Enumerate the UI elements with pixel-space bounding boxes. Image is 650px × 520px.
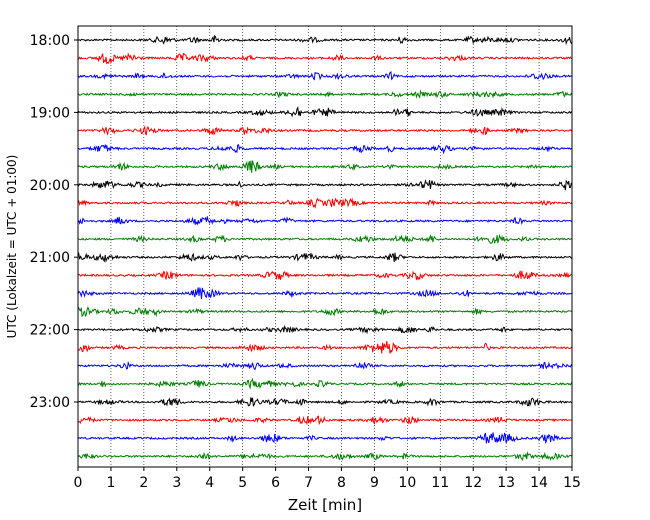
y-tick-label: 23:00 [30, 395, 70, 411]
x-tick-label: 11 [431, 475, 449, 491]
y-axis-ticks: 18:00 19:00 20:00 21:00 22:00 23:00 [30, 33, 78, 411]
trace-line [77, 377, 573, 390]
x-tick-label: 0 [74, 475, 83, 491]
trace-line [77, 269, 573, 281]
x-axis-label: Zeit [min] [288, 496, 362, 514]
trace-line [77, 178, 573, 191]
trace-line [77, 324, 573, 335]
x-axis-ticks: 0 1 2 3 4 5 6 7 8 9 10 11 12 13 14 15 [74, 467, 581, 491]
y-axis-label: UTC (Lokalzeit = UTC + 01:00) [5, 155, 19, 339]
trace-line [77, 233, 573, 244]
trace-line [77, 197, 573, 209]
trace-line [77, 216, 573, 226]
trace-line [77, 415, 573, 426]
x-tick-label: 15 [563, 475, 581, 491]
x-tick-label: 13 [497, 475, 515, 491]
x-tick-label: 4 [205, 475, 214, 491]
trace-line [77, 451, 573, 462]
trace-line [77, 71, 573, 81]
trace-line [77, 143, 573, 155]
trace-line [77, 52, 573, 65]
y-tick-label: 22:00 [30, 323, 70, 339]
trace-line [77, 251, 573, 263]
trace-line [77, 287, 573, 300]
trace-line [77, 106, 573, 118]
x-tick-label: 7 [304, 475, 313, 491]
trace-line [77, 360, 573, 371]
x-tick-label: 5 [238, 475, 247, 491]
plot-frame [77, 25, 573, 468]
x-tick-label: 9 [370, 475, 379, 491]
trace-line [77, 397, 573, 407]
x-tick-label: 3 [172, 475, 181, 491]
trace-line [77, 125, 573, 136]
trace-line [77, 341, 573, 354]
x-tick-label: 2 [139, 475, 148, 491]
seismic-traces [77, 34, 573, 462]
trace-line [77, 306, 573, 318]
y-tick-label: 18:00 [30, 33, 70, 49]
trace-line [77, 34, 572, 46]
x-tick-label: 12 [464, 475, 482, 491]
x-tick-label: 8 [337, 475, 346, 491]
trace-line [77, 432, 573, 444]
y-tick-label: 20:00 [30, 178, 70, 194]
x-tick-label: 1 [106, 475, 115, 491]
trace-line [77, 160, 573, 173]
x-tick-label: 10 [398, 475, 416, 491]
x-tick-label: 14 [530, 475, 548, 491]
trace-line [77, 89, 573, 99]
x-tick-label: 6 [271, 475, 280, 491]
y-tick-label: 21:00 [30, 250, 70, 266]
y-tick-label: 19:00 [30, 105, 70, 121]
